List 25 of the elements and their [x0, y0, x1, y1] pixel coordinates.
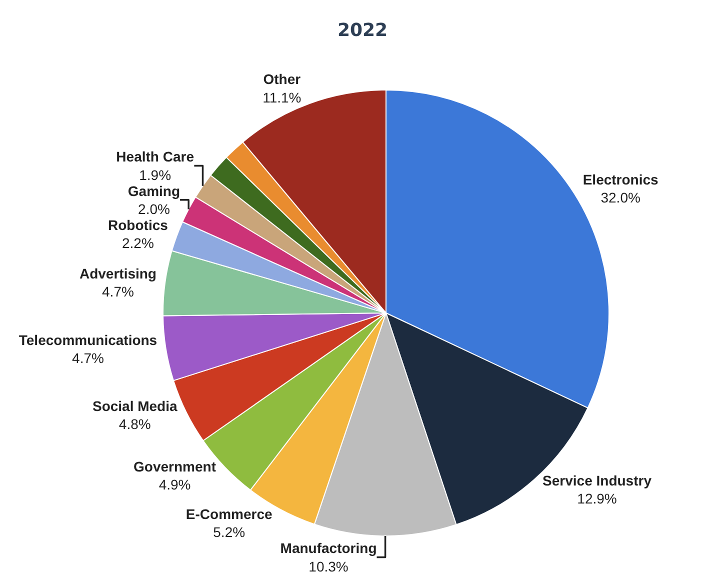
data-label: 10.3% — [308, 558, 348, 574]
slice-label: Manufactoring — [280, 540, 377, 556]
data-label: 4.7% — [102, 284, 134, 300]
data-label: 4.9% — [158, 476, 191, 492]
slice-label: E-Commerce — [186, 506, 272, 522]
slice-label: Social Media — [92, 398, 178, 414]
data-label: 2.0% — [138, 201, 170, 218]
data-label: 2.2% — [122, 235, 154, 252]
slice-label: Advertising — [79, 266, 156, 282]
data-label: 4.7% — [72, 350, 104, 366]
slice-label: Gaming — [128, 182, 180, 199]
data-label: 12.9% — [577, 490, 617, 506]
slice-label: Robotics — [108, 217, 168, 234]
chart-title: 2022 — [337, 20, 388, 42]
data-label: 5.2% — [213, 524, 246, 540]
slice-label: Other — [263, 71, 302, 88]
data-label: 11.1% — [262, 89, 302, 106]
slice-label: Service Industry — [542, 472, 652, 488]
slice-label: Electronics — [582, 172, 659, 188]
data-label: 32.0% — [600, 190, 640, 206]
data-label: 1.9% — [139, 166, 172, 183]
slice-label: Government — [134, 458, 216, 474]
slice-label: Telecommunications — [18, 332, 158, 348]
slice-label: Health Care — [116, 148, 194, 165]
data-label: 4.8% — [118, 416, 151, 432]
